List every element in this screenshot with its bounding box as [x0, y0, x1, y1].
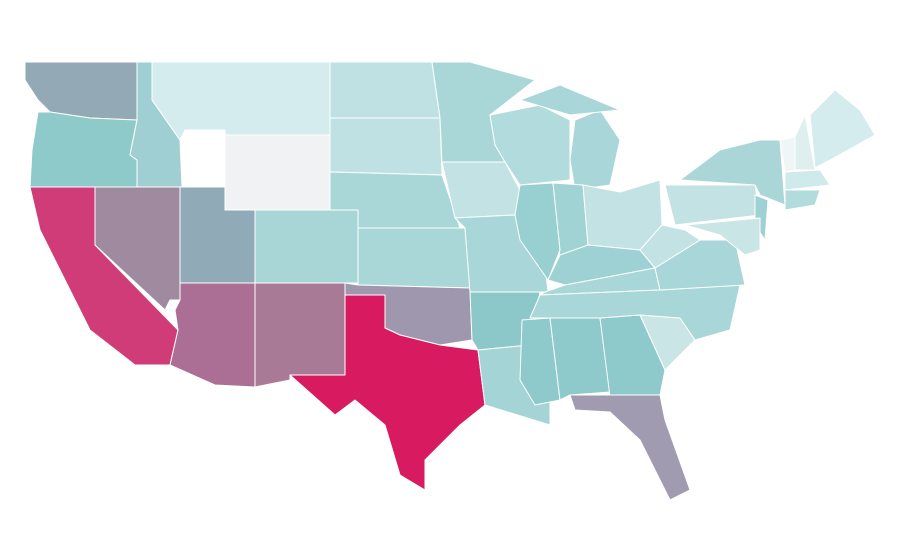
region	[679, 139, 786, 206]
region	[254, 209, 359, 284]
region	[151, 61, 331, 141]
region	[549, 317, 611, 401]
region	[24, 61, 138, 121]
region	[639, 224, 701, 269]
region	[441, 161, 521, 219]
region	[569, 109, 621, 191]
region	[254, 282, 346, 388]
region	[357, 227, 471, 289]
region	[169, 282, 256, 388]
region	[684, 217, 761, 256]
region	[289, 294, 486, 491]
region	[329, 117, 443, 176]
region	[224, 134, 331, 211]
region	[329, 61, 441, 119]
region	[784, 169, 831, 191]
region	[29, 111, 138, 188]
region	[519, 84, 621, 116]
region	[809, 89, 876, 169]
region	[569, 394, 691, 501]
region	[784, 189, 821, 211]
